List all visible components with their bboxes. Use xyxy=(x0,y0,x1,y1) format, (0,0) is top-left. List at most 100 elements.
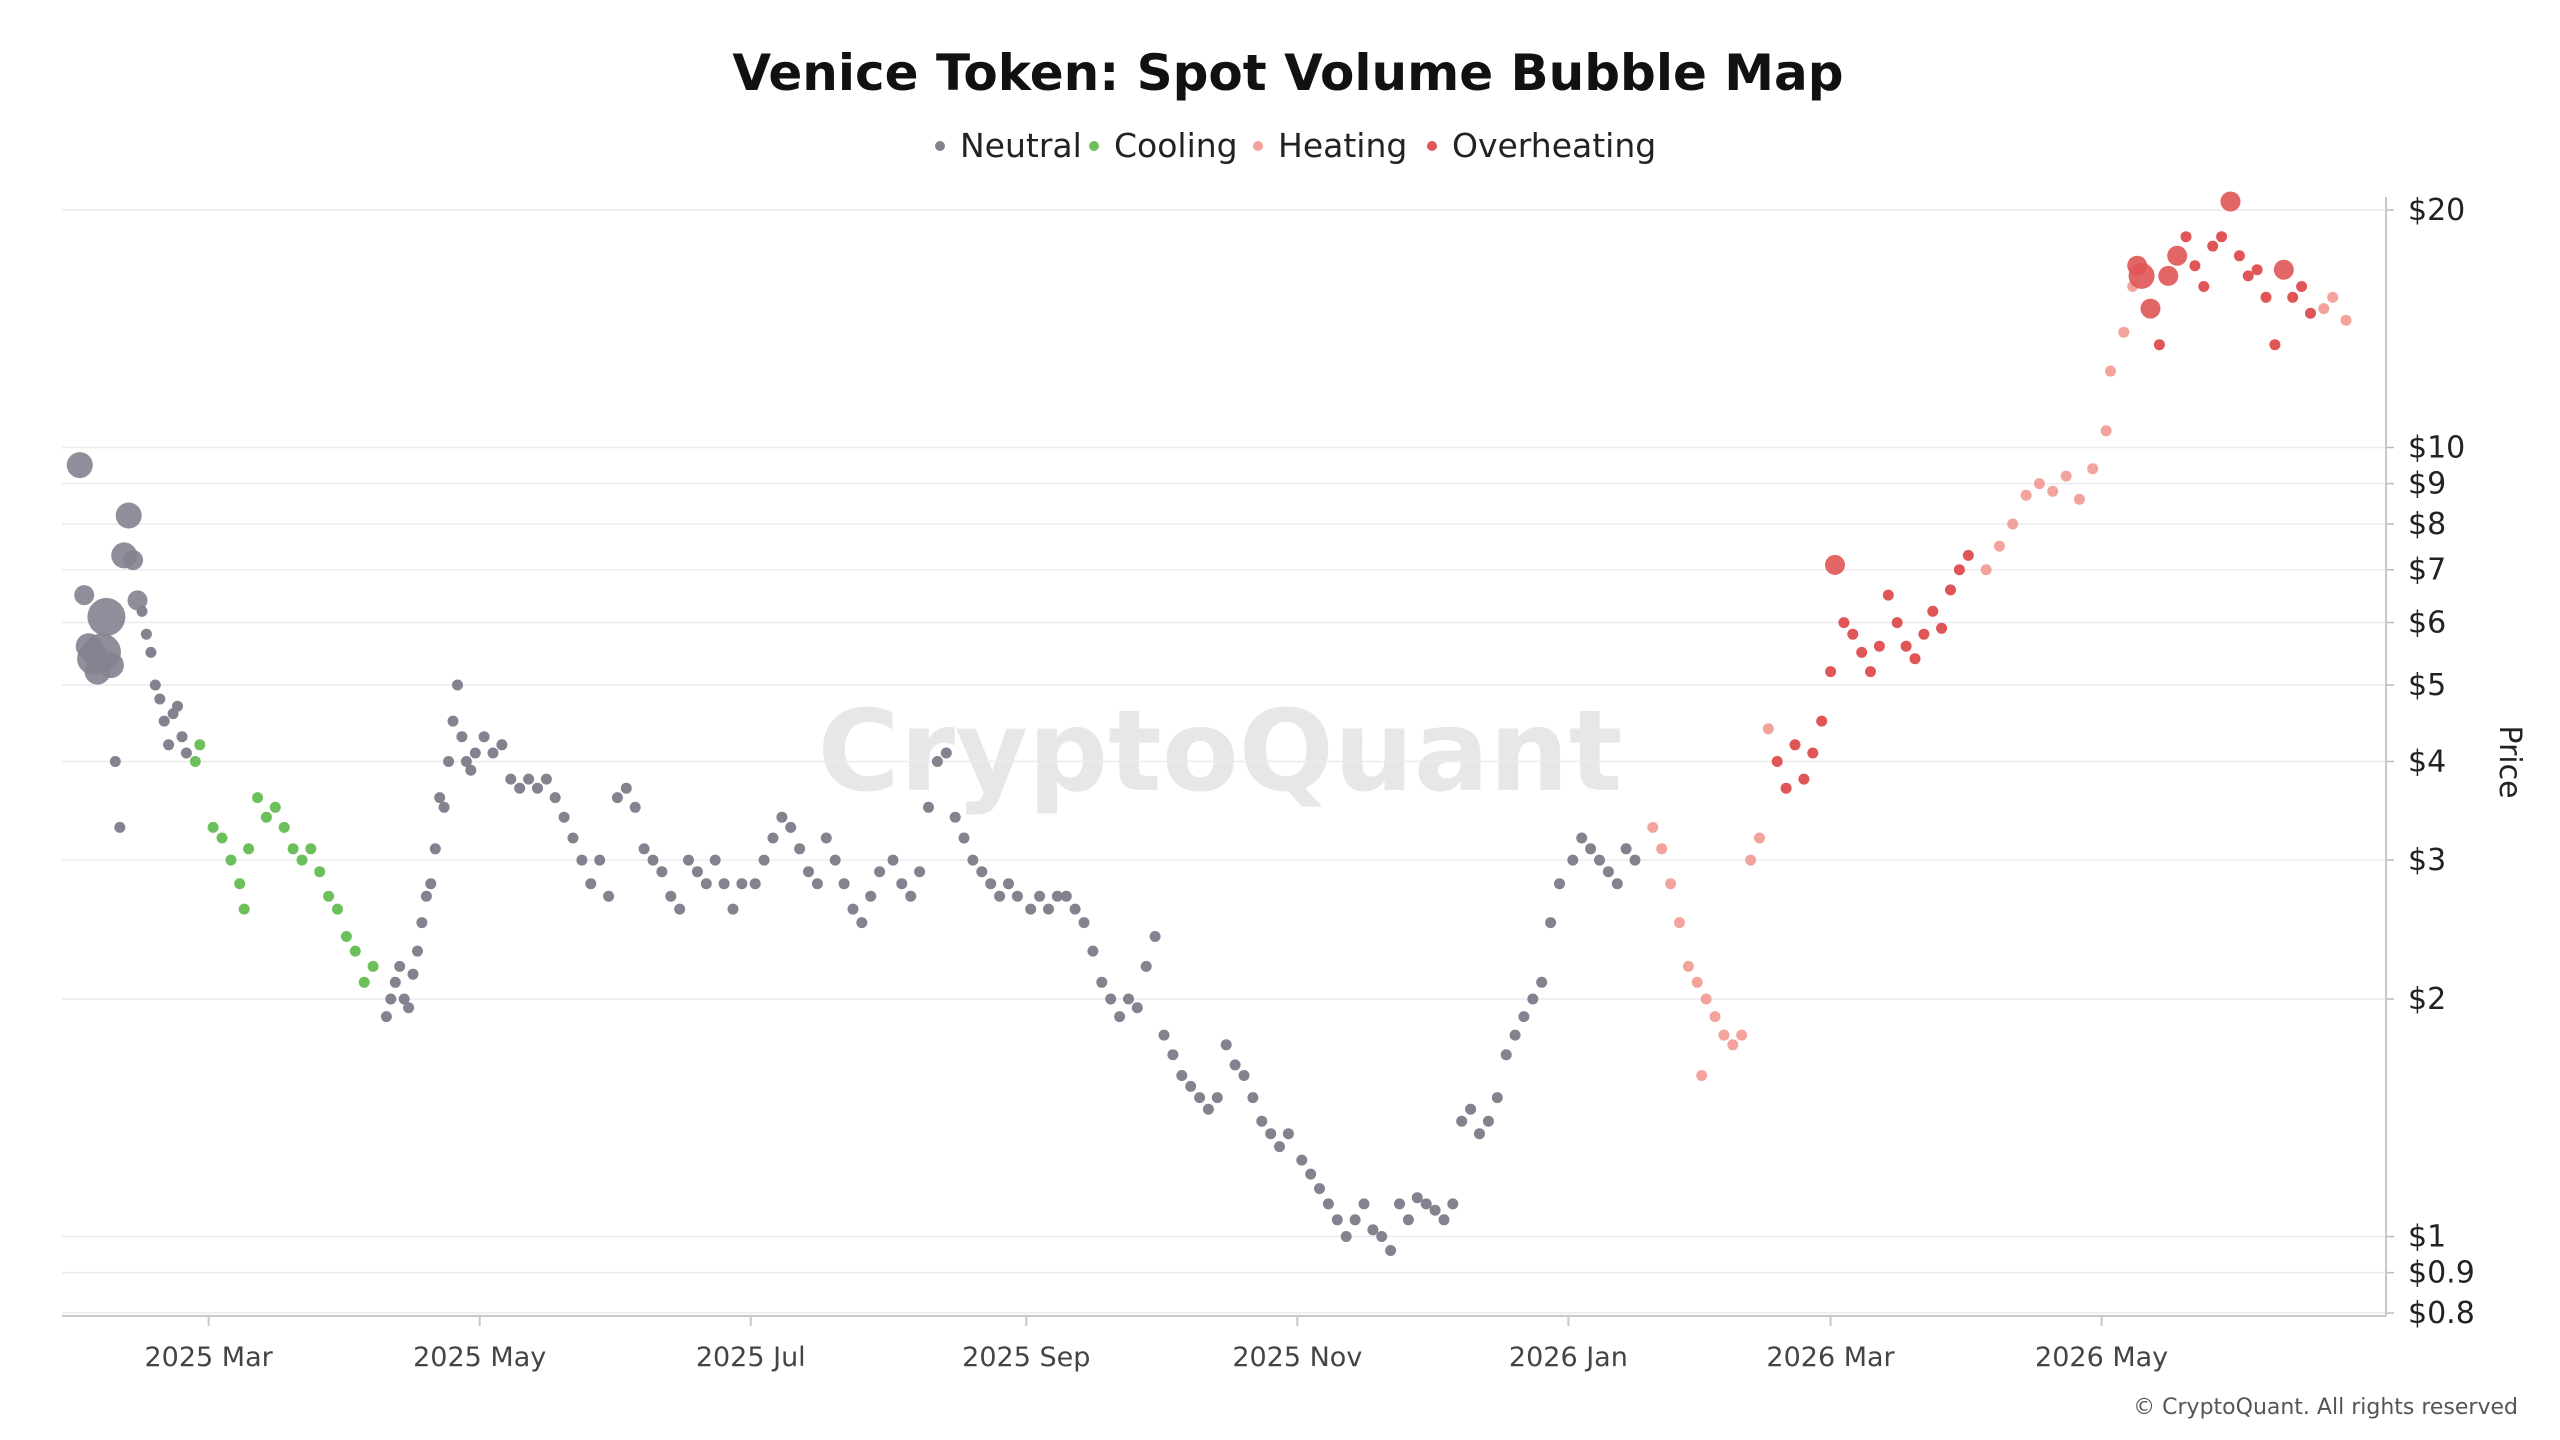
legend-label-heating[interactable]: Heating xyxy=(1278,126,1407,165)
point-neutral xyxy=(1256,1115,1268,1127)
point-neutral xyxy=(1167,1049,1179,1061)
point-neutral xyxy=(425,878,437,890)
point-neutral xyxy=(407,968,419,980)
y-tick-label: $8 xyxy=(2408,507,2446,542)
point-neutral xyxy=(767,832,779,844)
point-neutral xyxy=(149,679,161,691)
legend-label-cooling[interactable]: Cooling xyxy=(1114,126,1238,165)
point-neutral xyxy=(700,878,712,890)
point-neutral xyxy=(776,811,788,823)
point-neutral xyxy=(1429,1204,1441,1216)
y-tick-label: $6 xyxy=(2408,606,2446,641)
y-tick-label: $2 xyxy=(2408,982,2446,1017)
point-neutral xyxy=(1247,1092,1259,1104)
point-heating xyxy=(2020,489,2032,501)
x-tick-label: 2025 Sep xyxy=(962,1342,1090,1373)
point-neutral xyxy=(1185,1080,1197,1092)
point-overheating xyxy=(1856,646,1868,658)
point-neutral xyxy=(109,756,121,767)
point-overheating xyxy=(2153,339,2165,351)
point-neutral xyxy=(1594,854,1605,866)
point-neutral xyxy=(176,731,188,743)
point-heating xyxy=(1754,832,1765,844)
point-neutral xyxy=(1060,890,1072,902)
point-overheating xyxy=(2198,281,2210,292)
point-neutral xyxy=(1629,854,1641,866)
point-neutral xyxy=(794,843,806,855)
point-cooling xyxy=(323,890,335,902)
y-tick-label: $1 xyxy=(2408,1220,2446,1255)
point-neutral xyxy=(523,773,535,785)
point-heating xyxy=(2105,365,2116,377)
point-neutral xyxy=(758,854,770,866)
point-neutral xyxy=(438,801,450,813)
x-tick-label: 2025 Jul xyxy=(696,1342,806,1373)
point-overheating xyxy=(2220,191,2241,212)
point-neutral xyxy=(931,756,943,767)
point-cooling xyxy=(358,976,370,988)
point-neutral xyxy=(97,652,124,679)
point-neutral xyxy=(1034,890,1046,902)
point-neutral xyxy=(114,821,126,833)
point-neutral xyxy=(115,502,142,529)
legend-marker-overheating[interactable] xyxy=(1427,141,1437,151)
point-heating xyxy=(1647,821,1659,833)
y-tick-label: $10 xyxy=(2408,431,2465,466)
point-neutral xyxy=(1238,1070,1250,1081)
point-neutral xyxy=(1456,1115,1468,1127)
chart-title: Venice Token: Spot Volume Bubble Map xyxy=(732,44,1843,102)
point-neutral xyxy=(1611,878,1623,890)
point-neutral xyxy=(674,903,686,915)
point-cooling xyxy=(225,854,237,866)
point-neutral xyxy=(398,993,410,1005)
point-overheating xyxy=(2260,291,2272,303)
point-neutral xyxy=(1140,960,1152,972)
point-overheating xyxy=(2158,265,2179,286)
point-neutral xyxy=(576,854,588,866)
point-neutral xyxy=(74,585,95,606)
point-overheating xyxy=(2140,298,2161,319)
legend-label-neutral[interactable]: Neutral xyxy=(960,126,1082,165)
legend-marker-heating[interactable] xyxy=(1253,141,1263,151)
point-neutral xyxy=(1376,1231,1388,1242)
point-neutral xyxy=(420,890,432,902)
point-neutral xyxy=(505,773,517,785)
point-overheating xyxy=(2167,245,2188,266)
point-cooling xyxy=(260,811,272,823)
point-cooling xyxy=(207,821,219,833)
point-overheating xyxy=(1918,628,1930,640)
point-neutral xyxy=(656,866,668,878)
point-overheating xyxy=(1909,653,1921,665)
point-heating xyxy=(1674,917,1685,929)
y-tick-label: $4 xyxy=(2408,745,2446,780)
y-tick-label: $20 xyxy=(2408,193,2465,228)
point-neutral xyxy=(820,832,832,844)
point-neutral xyxy=(727,903,739,915)
point-neutral xyxy=(629,801,641,813)
point-neutral xyxy=(443,756,455,767)
legend-marker-neutral[interactable] xyxy=(935,141,945,151)
point-neutral xyxy=(1025,903,1037,915)
point-heating xyxy=(2047,485,2059,497)
point-neutral xyxy=(1331,1214,1343,1226)
y-axis-label: Price xyxy=(2492,725,2527,798)
point-neutral xyxy=(994,890,1006,902)
legend-label-overheating[interactable]: Overheating xyxy=(1452,126,1656,165)
point-neutral xyxy=(1474,1128,1485,1140)
point-overheating xyxy=(2207,240,2219,252)
point-neutral xyxy=(1527,993,1539,1005)
point-heating xyxy=(1665,878,1677,890)
watermark: CryptoQuant xyxy=(818,687,1623,817)
point-neutral xyxy=(385,993,397,1005)
point-neutral xyxy=(145,646,157,658)
point-neutral xyxy=(896,878,908,890)
point-neutral xyxy=(1202,1103,1214,1115)
point-heating xyxy=(1727,1039,1739,1051)
y-tick-label: $7 xyxy=(2408,553,2446,588)
point-neutral xyxy=(1096,976,1108,988)
point-neutral xyxy=(1385,1245,1397,1256)
point-neutral xyxy=(718,878,730,890)
point-heating xyxy=(2060,470,2072,482)
legend-marker-cooling[interactable] xyxy=(1089,141,1099,151)
